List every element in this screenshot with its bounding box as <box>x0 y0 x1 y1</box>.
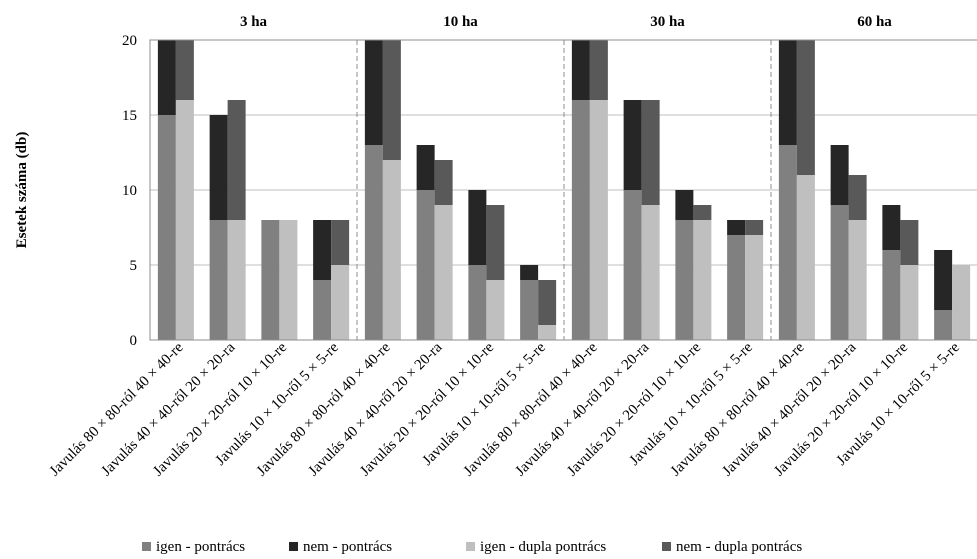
bar-segment <box>778 145 797 340</box>
legend-swatch <box>289 542 298 551</box>
bar-segment <box>434 160 453 205</box>
bar-segment <box>900 220 919 265</box>
y-tick-label: 15 <box>122 108 137 124</box>
bar-segment <box>641 205 660 340</box>
bar-segment <box>175 100 194 340</box>
bar-segment <box>641 100 660 205</box>
bar-segment <box>382 160 401 340</box>
bar-segment <box>589 40 608 100</box>
bar-segment <box>745 235 764 340</box>
bar-segment <box>934 310 953 340</box>
bar-segment <box>364 40 383 145</box>
group-title: 30 ha <box>650 14 685 30</box>
bar-segment <box>571 40 590 100</box>
bar-segment <box>727 220 746 235</box>
bar-segment <box>693 220 712 340</box>
bar-segment <box>623 100 642 190</box>
bar-segment <box>675 190 694 220</box>
bar-segment <box>675 220 694 340</box>
group-titles: 3 ha 10 ha 30 ha 60 ha <box>240 14 892 30</box>
y-tick-label: 0 <box>130 333 138 349</box>
bar-segment <box>882 205 901 250</box>
bar-segment <box>157 40 176 115</box>
bar-segment <box>434 205 453 340</box>
bar-segment <box>900 265 919 340</box>
bar-segment <box>952 265 971 340</box>
bar-segment <box>571 100 590 340</box>
bar-segment <box>227 220 246 340</box>
bar-segment <box>486 280 505 340</box>
bar-segment <box>157 115 176 340</box>
y-tick-label: 10 <box>122 183 137 199</box>
plot-frame <box>149 39 977 341</box>
bar-segment <box>227 100 246 220</box>
bar-segment <box>416 190 435 340</box>
bar-segment <box>796 40 815 175</box>
bar-segment <box>520 265 539 280</box>
bar-segment <box>468 190 487 265</box>
bar-segment <box>261 220 280 340</box>
group-title: 3 ha <box>240 14 268 30</box>
legend-label: igen - dupla pontrács <box>480 539 606 555</box>
bar-segment <box>796 175 815 340</box>
bar-segment <box>520 280 539 340</box>
bar-segment <box>209 115 228 220</box>
bar-segment <box>538 280 557 325</box>
bar-segment <box>331 220 350 265</box>
bars <box>157 40 971 340</box>
bar-segment <box>848 175 867 220</box>
bar-segment <box>175 40 194 100</box>
bar-segment <box>745 220 764 235</box>
bar-segment <box>830 205 849 340</box>
y-tick-label: 5 <box>130 258 138 274</box>
bar-segment <box>486 205 505 280</box>
bar-segment <box>313 280 332 340</box>
y-tick-label: 20 <box>122 33 137 49</box>
bar-segment <box>416 145 435 190</box>
y-axis-ticks: 0 5 10 15 20 <box>122 33 137 349</box>
bar-segment <box>727 235 746 340</box>
bar-segment <box>279 220 298 340</box>
bar-segment <box>848 220 867 340</box>
bar-segment <box>331 265 350 340</box>
group-title: 60 ha <box>857 14 892 30</box>
legend-swatch <box>142 542 151 551</box>
bar-segment <box>313 220 332 280</box>
legend-label: igen - pontrács <box>156 539 245 555</box>
bar-segment <box>934 250 953 310</box>
bar-segment <box>693 205 712 220</box>
bar-segment <box>623 190 642 340</box>
group-title: 10 ha <box>443 14 478 30</box>
bar-segment <box>468 265 487 340</box>
legend-label: nem - pontrács <box>303 539 392 555</box>
group-dividers <box>356 40 772 340</box>
legend-label: nem - dupla pontrács <box>676 539 802 555</box>
bar-segment <box>382 40 401 160</box>
bar-segment <box>364 145 383 340</box>
legend-swatch <box>466 542 475 551</box>
bar-segment <box>589 100 608 340</box>
bar-segment <box>882 250 901 340</box>
bar-segment <box>830 145 849 205</box>
legend: igen - pontrács nem - pontrács igen - dupl… <box>142 539 802 555</box>
bar-segment <box>778 40 797 145</box>
legend-swatch <box>662 542 671 551</box>
y-axis-label: Esetek száma (db) <box>14 132 30 249</box>
bar-segment <box>209 220 228 340</box>
bar-segment <box>538 325 557 340</box>
